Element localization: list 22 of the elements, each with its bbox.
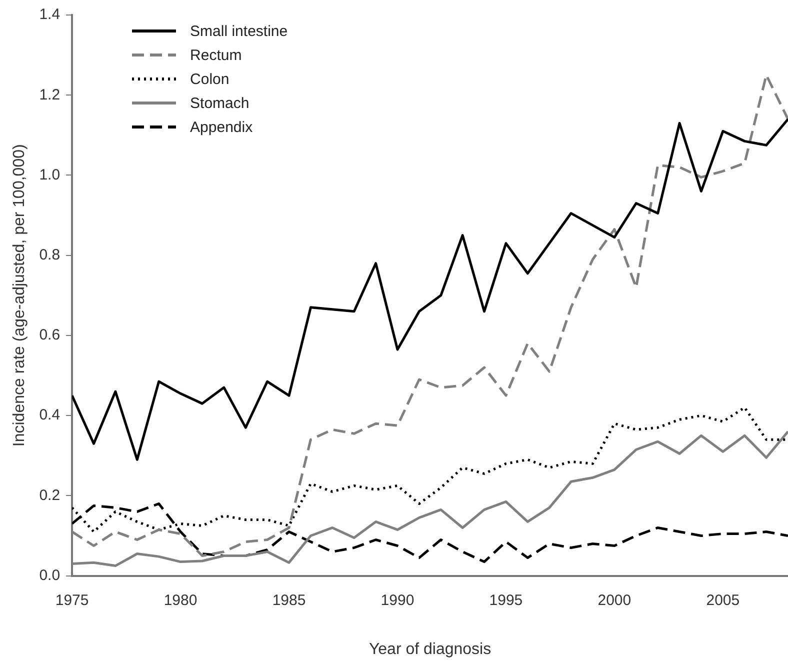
x-tick-label: 1985 xyxy=(272,592,306,609)
x-tick-label: 1975 xyxy=(55,592,89,609)
x-axis-title: Year of diagnosis xyxy=(368,640,492,658)
x-tick-label: 2005 xyxy=(706,592,740,609)
y-tick-label: 0.2 xyxy=(39,486,60,504)
y-tick-label: 0.6 xyxy=(39,326,60,344)
y-tick-label: 0.8 xyxy=(39,246,60,264)
y-tick-label: 1.2 xyxy=(39,86,60,104)
legend-label: Colon xyxy=(190,70,230,88)
x-tick-label: 2000 xyxy=(598,592,632,609)
x-tick-label: 1995 xyxy=(489,592,523,609)
y-axis-title: Incidence rate (age-adjusted, per 100,000) xyxy=(11,144,28,447)
y-tick-label: 1.0 xyxy=(39,166,60,184)
y-tick-label: 0.4 xyxy=(39,406,60,424)
legend-label: Rectum xyxy=(190,46,242,64)
x-tick-label: 1990 xyxy=(380,592,414,609)
legend-label: Small intestine xyxy=(190,22,288,40)
legend-label: Appendix xyxy=(190,118,253,136)
y-tick-label: 0.0 xyxy=(39,566,60,584)
y-tick-label: 1.4 xyxy=(39,6,60,24)
x-tick-label: 1980 xyxy=(164,592,198,609)
legend-label: Stomach xyxy=(190,94,250,112)
